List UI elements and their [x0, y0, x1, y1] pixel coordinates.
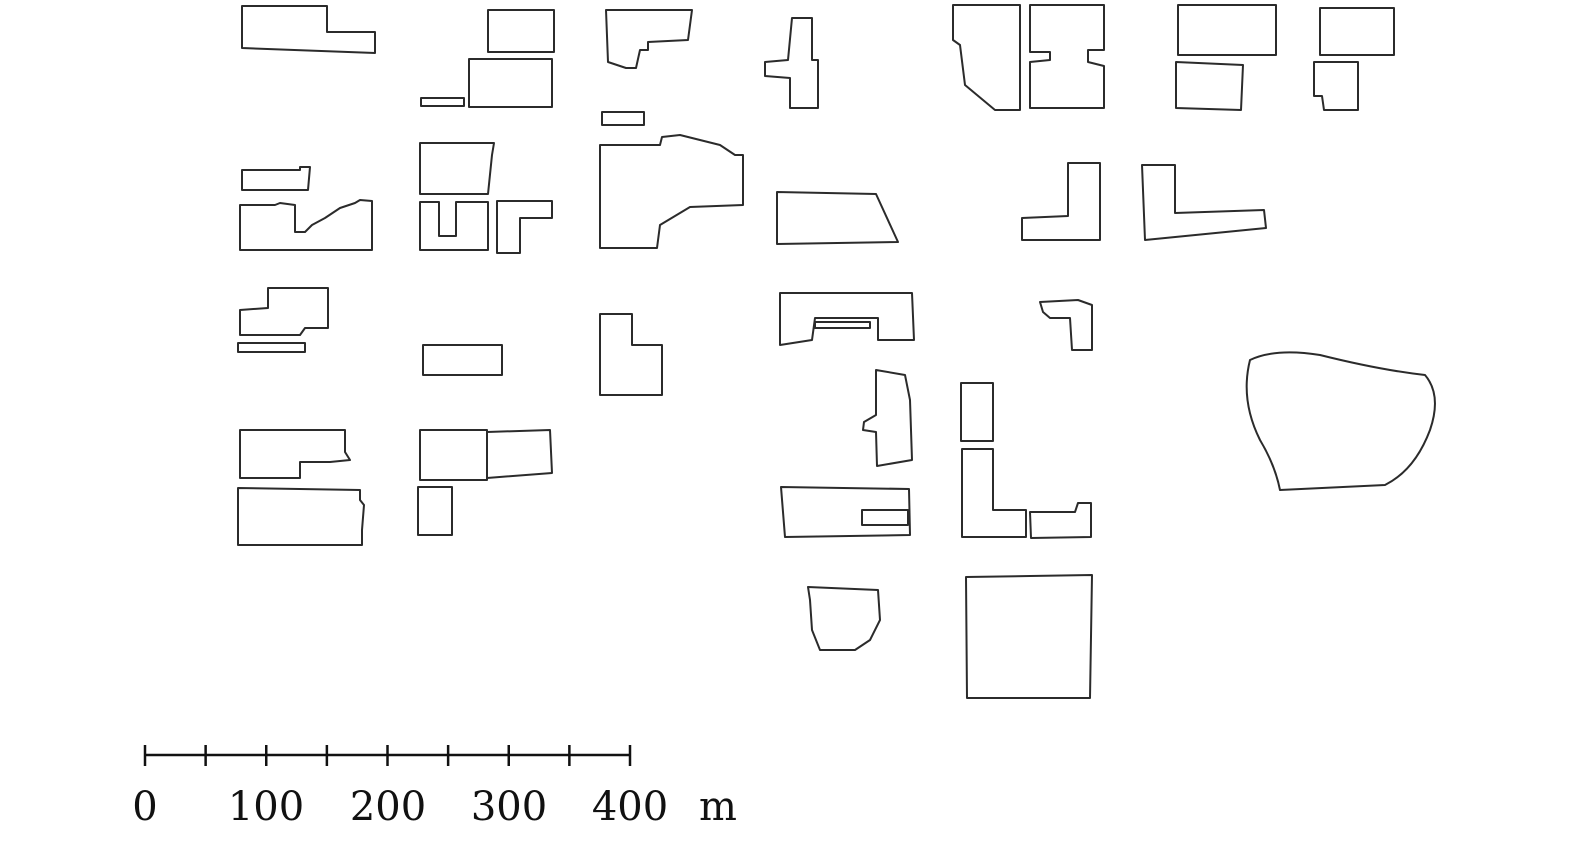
- scale-label-0: 0: [132, 784, 157, 830]
- building: [814, 321, 871, 329]
- building: [241, 5, 376, 54]
- building: [420, 97, 465, 107]
- building: [239, 287, 329, 336]
- building: [960, 382, 994, 442]
- building: [237, 487, 365, 546]
- scale-unit: m: [699, 784, 737, 830]
- building: [601, 111, 645, 126]
- building: [1029, 4, 1105, 109]
- building: [1245, 351, 1436, 491]
- building: [961, 448, 1027, 538]
- building: [862, 369, 913, 467]
- scale-bar: 0 100 200 300 400 m: [132, 745, 737, 830]
- building: [807, 586, 881, 651]
- building: [419, 142, 495, 195]
- building: [599, 134, 744, 249]
- building: [1177, 4, 1277, 56]
- scale-label-400: 400: [592, 784, 668, 830]
- building: [861, 509, 909, 526]
- building: [468, 58, 553, 108]
- building: [239, 199, 373, 251]
- building: [1141, 164, 1267, 241]
- building: [780, 486, 911, 538]
- building: [1029, 502, 1092, 539]
- building: [952, 4, 1021, 111]
- building: [237, 342, 306, 353]
- building: [496, 200, 553, 254]
- scale-label-200: 200: [350, 784, 426, 830]
- building: [487, 9, 555, 53]
- building: [605, 9, 693, 69]
- building: [764, 17, 819, 109]
- scale-label-100: 100: [228, 784, 304, 830]
- building: [1175, 61, 1244, 111]
- building: [419, 201, 489, 251]
- building: [1039, 299, 1093, 351]
- building: [965, 574, 1093, 699]
- building: [486, 429, 553, 479]
- building: [1313, 61, 1359, 111]
- building: [419, 429, 488, 481]
- building: [239, 429, 351, 479]
- building: [1021, 162, 1101, 241]
- scale-label-300: 300: [471, 784, 547, 830]
- building: [417, 486, 453, 536]
- building: [241, 166, 311, 191]
- building: [1319, 7, 1395, 56]
- building: [422, 344, 503, 376]
- building: [776, 191, 899, 245]
- building: [779, 292, 915, 346]
- building-footprints: [237, 4, 1436, 699]
- building: [599, 313, 663, 396]
